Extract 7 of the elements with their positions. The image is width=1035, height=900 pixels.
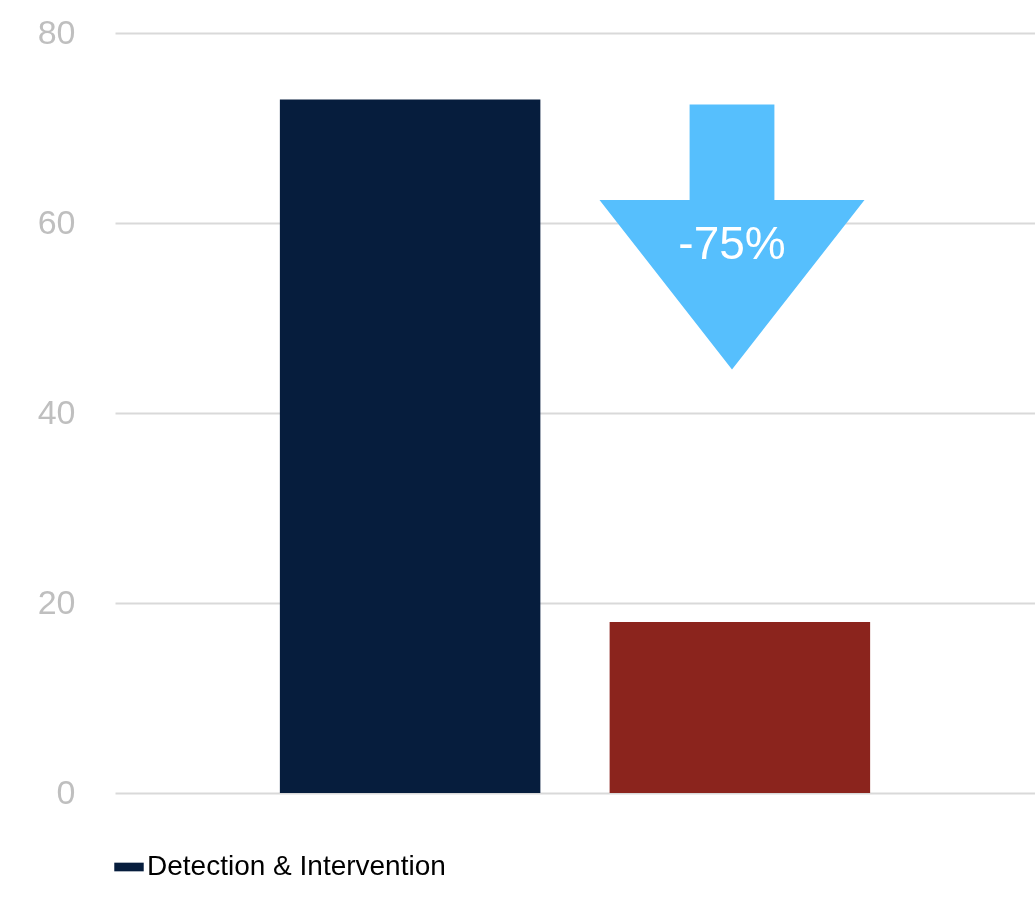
y-tick-label: 40 (37, 392, 76, 431)
legend-label: Detection & Intervention (147, 850, 446, 881)
y-tick-label: 80 (37, 12, 76, 51)
y-tick-label: 60 (37, 202, 76, 241)
annotation: -75% (678, 217, 786, 269)
y-tick-label: 20 (37, 582, 76, 621)
y-tick-label: 0 (56, 772, 76, 811)
